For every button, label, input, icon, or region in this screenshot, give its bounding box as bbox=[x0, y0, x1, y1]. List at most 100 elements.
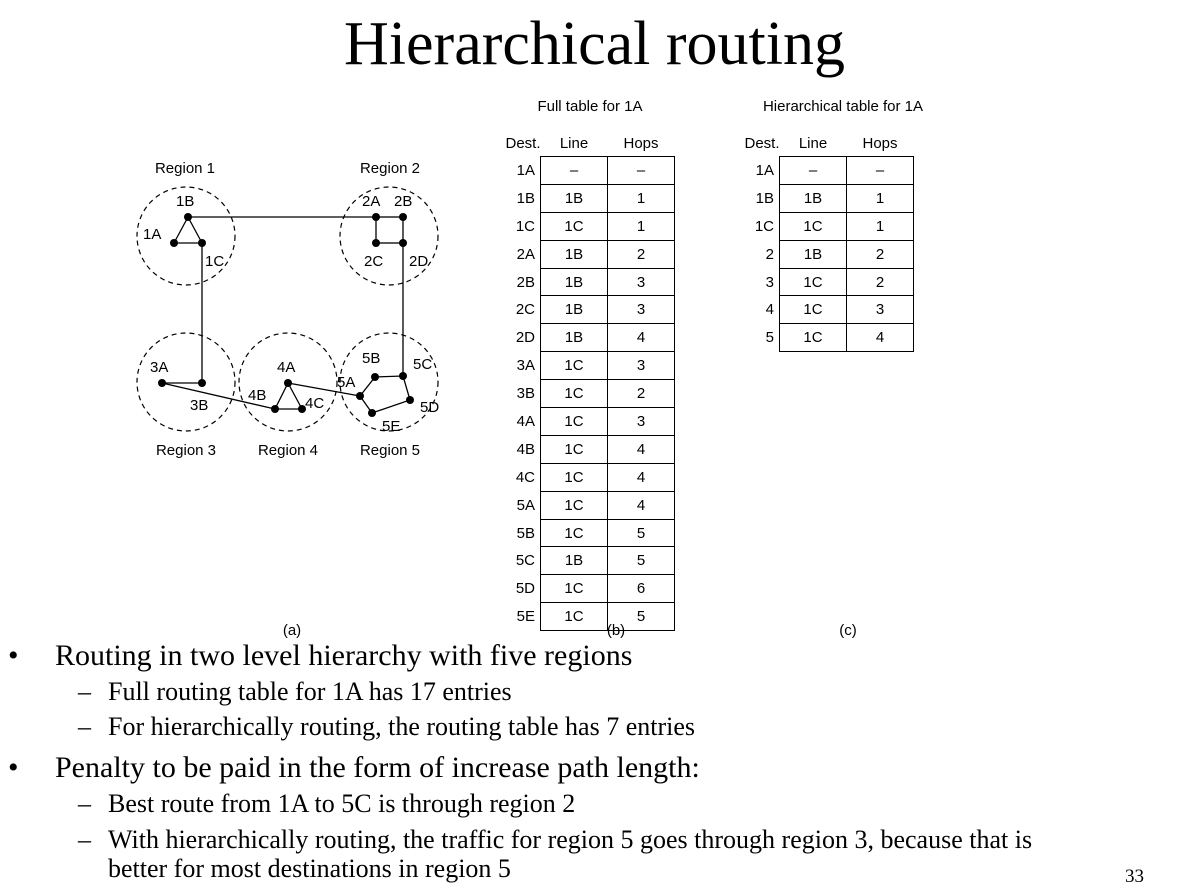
node-label: 1A bbox=[143, 226, 161, 243]
hops-cell: 3 bbox=[607, 267, 675, 297]
line-cell: 1B bbox=[779, 183, 847, 213]
line-cell: 1C bbox=[779, 267, 847, 297]
line-cell: 1C bbox=[540, 602, 608, 632]
line-cell: 1B bbox=[540, 323, 608, 353]
hops-cell: 4 bbox=[607, 434, 675, 464]
hops-cell: 2 bbox=[846, 267, 914, 297]
table-row: 2B 1B 3 bbox=[496, 267, 675, 297]
dest-cell: 1A bbox=[516, 161, 535, 179]
column-header-hops: Hops bbox=[862, 134, 898, 152]
full-routing-table: Dest. Line Hops 1A – –1B 1B 1 1C 1C 1 2A 1B 2 2B 1B 3… bbox=[496, 130, 675, 632]
dest-cell: 3B bbox=[516, 385, 535, 403]
column-header-line: Line bbox=[559, 134, 589, 152]
bullet-symbol: • bbox=[8, 639, 19, 672]
region-5-circle bbox=[339, 332, 439, 432]
hops-cell: 5 bbox=[607, 602, 675, 632]
hops-cell: 1 bbox=[846, 211, 914, 241]
column-header-line: Line bbox=[798, 134, 828, 152]
sub-bullet-text: better for most destinations in region 5 bbox=[108, 854, 511, 883]
line-cell: – bbox=[540, 156, 608, 185]
hops-cell: 3 bbox=[607, 351, 675, 381]
page-number: 33 bbox=[1125, 866, 1144, 887]
caption-b: (b) bbox=[606, 622, 626, 639]
dest-cell: 2B bbox=[516, 273, 535, 291]
table-row: 3A 1C 3 bbox=[496, 351, 675, 381]
table-row: 1B 1B 1 bbox=[496, 183, 675, 213]
node-label: 1C bbox=[205, 253, 224, 270]
hops-cell: 1 bbox=[846, 183, 914, 213]
line-cell: 1C bbox=[540, 518, 608, 548]
region-3-circle bbox=[136, 332, 236, 432]
dest-cell: 3A bbox=[516, 357, 535, 375]
hops-cell: – bbox=[607, 156, 675, 185]
hops-cell: 4 bbox=[607, 323, 675, 353]
dest-cell: 5C bbox=[515, 552, 535, 570]
dest-cell: 2A bbox=[516, 245, 535, 263]
dash-symbol: – bbox=[78, 712, 91, 741]
node-label: 3A bbox=[150, 359, 168, 376]
sub-bullet-text: Best route from 1A to 5C is through regi… bbox=[108, 789, 576, 818]
hops-cell: 2 bbox=[607, 379, 675, 409]
bullet-text: Routing in two level hierarchy with five… bbox=[55, 639, 633, 672]
node-label: 5B bbox=[362, 350, 380, 367]
hops-cell: 4 bbox=[607, 490, 675, 520]
table-row: 3B 1C 2 bbox=[496, 379, 675, 409]
column-header-dest: Dest. bbox=[505, 134, 541, 152]
node-label: 5D bbox=[420, 399, 439, 416]
table-row: 5A 1C 4 bbox=[496, 490, 675, 520]
line-cell: 1C bbox=[779, 323, 847, 353]
line-cell: 1C bbox=[540, 574, 608, 604]
line-cell: 1C bbox=[540, 490, 608, 520]
line-cell: 1C bbox=[540, 351, 608, 381]
dash-symbol: – bbox=[78, 825, 91, 854]
node-label: 2A bbox=[362, 193, 380, 210]
hops-cell: 2 bbox=[607, 239, 675, 269]
bullet-symbol: • bbox=[8, 751, 19, 784]
dest-cell: 4 bbox=[765, 301, 774, 319]
table-row: 4A 1C 3 bbox=[496, 407, 675, 436]
region-4-label: Region 4 bbox=[258, 442, 318, 459]
table-row: 3 1C 2 bbox=[735, 267, 914, 297]
sub-bullet-text: For hierarchically routing, the routing … bbox=[108, 712, 695, 741]
full-table-title: Full table for 1A bbox=[537, 98, 643, 115]
table-row: 4 1C 3 bbox=[735, 295, 914, 325]
dest-cell: 5E bbox=[516, 608, 535, 626]
table-row: 5 1C 4 bbox=[735, 323, 914, 353]
dest-cell: 5A bbox=[516, 496, 535, 514]
hops-cell: 4 bbox=[846, 323, 914, 353]
line-cell: 1B bbox=[540, 295, 608, 325]
network-diagram: Region 1 Region 2 Region 3 Region 4 Regi… bbox=[136, 160, 439, 459]
line-cell: 1C bbox=[540, 407, 608, 436]
table-row: 5D 1C 6 bbox=[496, 574, 675, 604]
hops-cell: 2 bbox=[846, 239, 914, 269]
table-row: 5E 1C 5 bbox=[496, 602, 675, 632]
hier-table-title: Hierarchical table for 1A bbox=[762, 98, 924, 115]
dest-cell: 2D bbox=[515, 329, 535, 347]
dest-cell: 1B bbox=[755, 189, 774, 207]
table-row: 2 1B 2 bbox=[735, 239, 914, 269]
node-label: 3B bbox=[190, 397, 208, 414]
table-row: 1B 1B 1 bbox=[735, 183, 914, 213]
slide-title: Hierarchical routing bbox=[344, 10, 845, 78]
line-cell: 1C bbox=[540, 379, 608, 409]
hops-cell: 1 bbox=[607, 183, 675, 213]
line-cell: 1C bbox=[540, 434, 608, 464]
dest-cell: 5 bbox=[765, 329, 774, 347]
table-row: 5C 1B 5 bbox=[496, 546, 675, 576]
table-row: 4B 1C 4 bbox=[496, 434, 675, 464]
node-label: 2D bbox=[409, 253, 428, 270]
line-cell: 1C bbox=[540, 211, 608, 241]
dest-cell: 5D bbox=[515, 580, 535, 598]
dest-cell: 4A bbox=[516, 412, 535, 430]
region-1-label: Region 1 bbox=[155, 160, 215, 177]
dash-symbol: – bbox=[78, 677, 91, 706]
table-row: 5B 1C 5 bbox=[496, 518, 675, 548]
dest-cell: 5B bbox=[516, 524, 535, 542]
node-label: 2C bbox=[364, 253, 383, 270]
dest-cell: 1A bbox=[755, 161, 774, 179]
line-cell: 1C bbox=[540, 462, 608, 492]
column-header-dest: Dest. bbox=[744, 134, 780, 152]
table-row: 2A 1B 2 bbox=[496, 239, 675, 269]
region-2-label: Region 2 bbox=[360, 160, 420, 177]
hops-cell: 1 bbox=[607, 211, 675, 241]
